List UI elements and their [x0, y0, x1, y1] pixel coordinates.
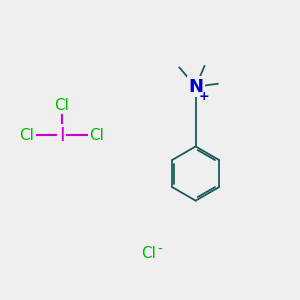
- Text: N: N: [188, 78, 203, 96]
- Text: +: +: [199, 90, 209, 103]
- Text: -: -: [158, 242, 162, 256]
- Text: Cl: Cl: [54, 98, 69, 113]
- Text: I: I: [59, 126, 64, 145]
- Text: Cl: Cl: [141, 246, 156, 261]
- Text: Cl: Cl: [20, 128, 34, 143]
- Text: Cl: Cl: [89, 128, 104, 143]
